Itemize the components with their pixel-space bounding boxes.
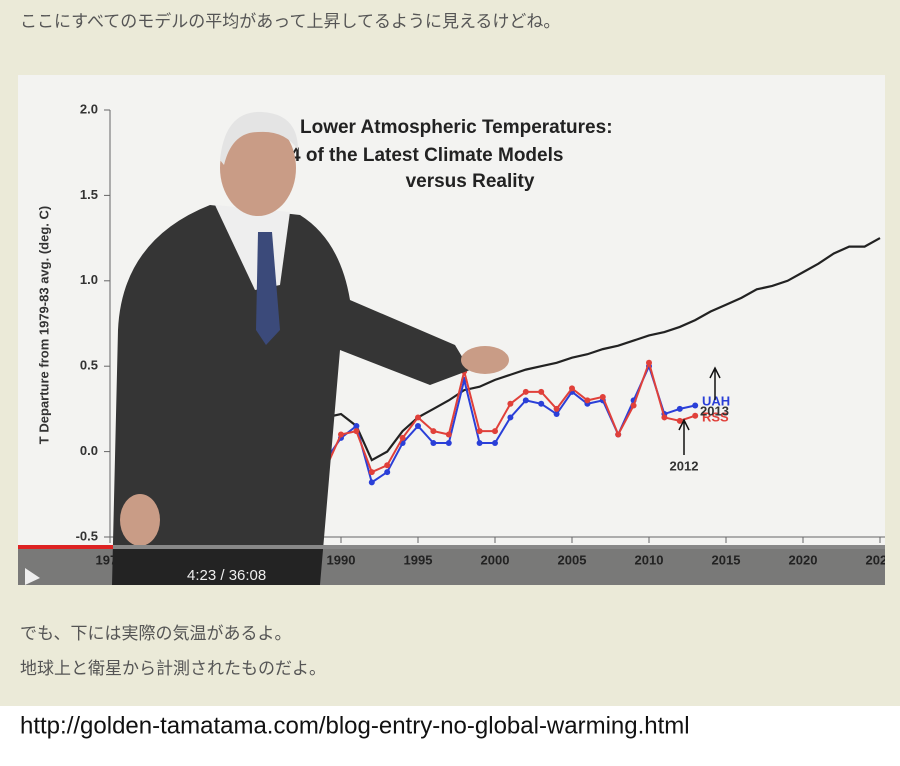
- series-label: UAH: [702, 393, 730, 408]
- data-point: [522, 397, 529, 404]
- data-point: [615, 431, 622, 438]
- body-line: 地球上と衛星から計測されたものだよ。: [20, 659, 326, 679]
- y-tick-label: 0.5: [80, 358, 98, 373]
- annotation-arrow: [678, 418, 690, 455]
- data-point: [445, 440, 452, 447]
- data-point: [661, 414, 668, 421]
- data-point: [630, 402, 637, 409]
- data-point: [507, 414, 514, 421]
- play-button[interactable]: [25, 568, 40, 585]
- data-point: [368, 469, 375, 476]
- presenter-hand: [120, 494, 160, 546]
- video-time: 4:23 / 36:08: [187, 567, 266, 584]
- data-point: [338, 431, 344, 438]
- presenter-face: [220, 120, 296, 216]
- data-point: [538, 388, 545, 395]
- data-point: [676, 417, 683, 424]
- data-point: [384, 462, 391, 469]
- data-point: [646, 359, 652, 366]
- y-axis-label: T Departure from 1979-83 avg. (deg. C): [36, 206, 51, 444]
- annotation-arrow: [709, 366, 721, 400]
- annotation: 2013: [700, 403, 729, 418]
- chart-title: versus Reality: [406, 171, 535, 192]
- y-tick-label: 0.0: [80, 443, 98, 458]
- data-point: [415, 414, 421, 421]
- y-tick-label: 1.0: [80, 272, 98, 287]
- data-point: [692, 412, 699, 419]
- video-player[interactable]: -0.50.00.51.01.52.0197519901995200020052…: [18, 75, 894, 585]
- presenter-tie: [256, 232, 280, 345]
- y-tick-label: 1.5: [80, 187, 98, 202]
- data-point: [353, 422, 360, 429]
- presenter-hair: [220, 111, 298, 165]
- source-url[interactable]: http://golden-tamatama.com/blog-entry-no…: [20, 712, 690, 739]
- control-bar: [18, 545, 885, 585]
- data-point: [599, 393, 606, 400]
- y-tick-label: 2.0: [80, 101, 98, 116]
- presenter-hand: [461, 346, 509, 374]
- annotation: 2012: [670, 458, 699, 473]
- data-point: [415, 422, 421, 429]
- data-point: [553, 411, 560, 418]
- presenter-suit: [112, 205, 470, 585]
- chart-title: Lower Atmospheric Temperatures:: [300, 117, 613, 138]
- data-point: [492, 428, 498, 435]
- progress-played: [18, 545, 113, 549]
- chart-title: 4 of the Latest Climate Models: [290, 145, 563, 166]
- data-point: [353, 428, 360, 435]
- data-point: [430, 440, 437, 447]
- data-point: [492, 440, 498, 447]
- data-point: [399, 434, 406, 441]
- series-label: RSS: [702, 409, 729, 424]
- data-point: [476, 428, 483, 435]
- data-point: [553, 405, 560, 412]
- progress-bar: [18, 545, 885, 549]
- data-point: [676, 405, 683, 412]
- data-point: [584, 397, 591, 404]
- data-point: [384, 469, 391, 476]
- data-point: [569, 385, 575, 392]
- data-point: [507, 400, 514, 407]
- data-point: [692, 402, 699, 409]
- data-point: [368, 479, 375, 486]
- data-point: [445, 431, 452, 438]
- data-point: [538, 400, 545, 407]
- body-line: でも、下には実際の気温があるよ。: [20, 624, 292, 644]
- y-tick-label: -0.5: [76, 528, 98, 543]
- data-point: [430, 428, 437, 435]
- data-point: [476, 440, 483, 447]
- data-point: [522, 388, 529, 395]
- intro-text: ここにすべてのモデルの平均があって上昇してるように見えるけどね。: [20, 11, 560, 32]
